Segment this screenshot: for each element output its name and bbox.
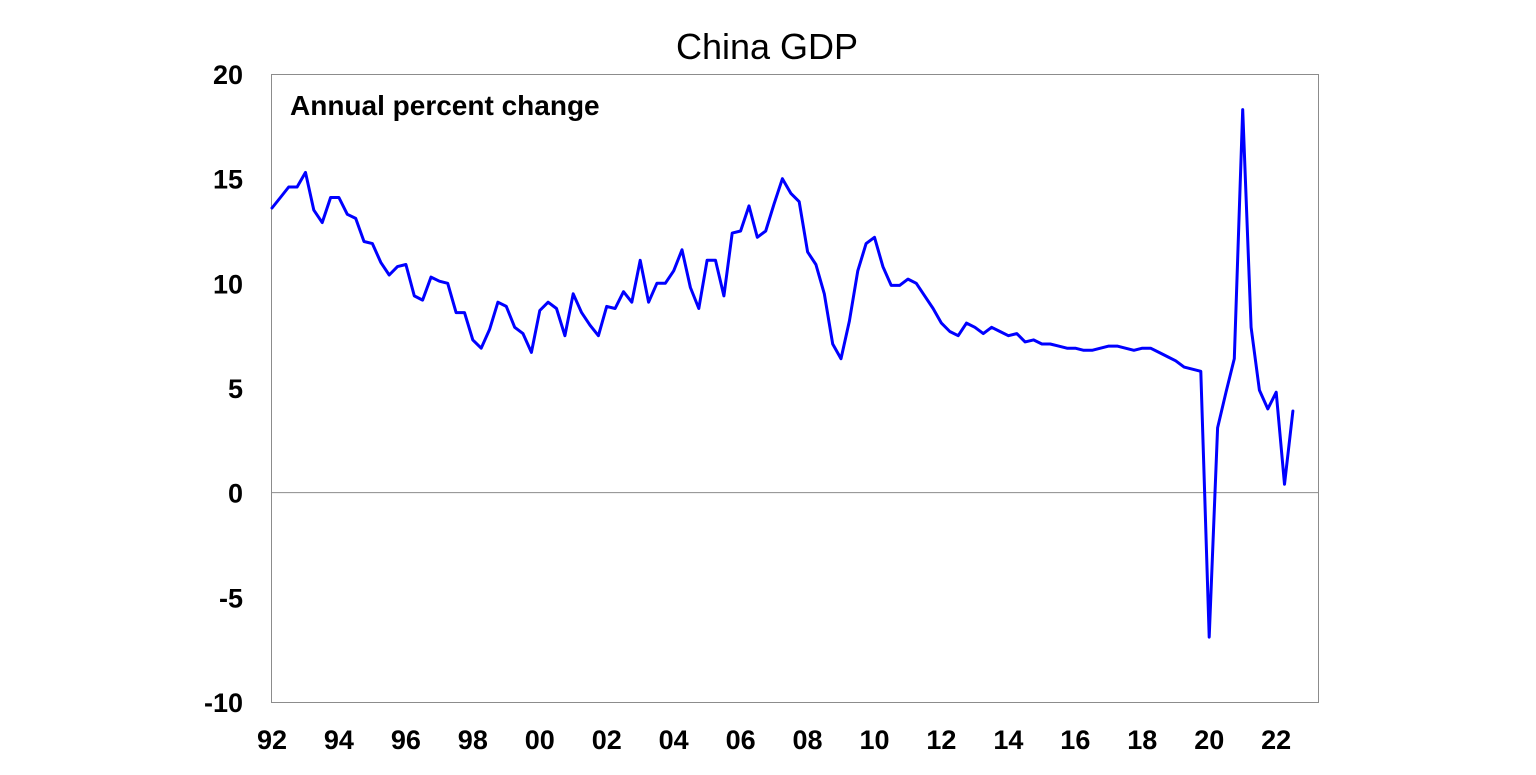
x-tick-label: 00: [525, 725, 555, 755]
x-tick-label: 92: [257, 725, 287, 755]
x-tick-label: 10: [859, 725, 889, 755]
x-tick-label: 98: [458, 725, 488, 755]
y-tick-label: 0: [228, 479, 243, 509]
x-tick-label: 22: [1261, 725, 1291, 755]
x-tick-label: 08: [793, 725, 823, 755]
series-line: [270, 108, 1295, 639]
chart-subtitle: Annual percent change: [290, 90, 600, 121]
x-axis: 92 94 96 98 00 02 04 06 08 10 12 14 16 18 20 22: [257, 725, 1291, 755]
x-tick-label: 18: [1127, 725, 1157, 755]
x-tick-label: 12: [926, 725, 956, 755]
x-tick-label: 06: [726, 725, 756, 755]
x-tick-label: 04: [659, 725, 689, 755]
y-axis: 20 15 10 5 0 -5 -10: [204, 60, 243, 718]
y-tick-label: 5: [228, 374, 243, 404]
x-tick-label: 16: [1060, 725, 1090, 755]
x-tick-label: 96: [391, 725, 421, 755]
x-tick-label: 94: [324, 725, 354, 755]
x-tick-label: 20: [1194, 725, 1224, 755]
chart-title: China GDP: [676, 26, 858, 67]
x-tick-label: 02: [592, 725, 622, 755]
y-tick-label: 10: [213, 269, 243, 299]
y-tick-label: 20: [213, 60, 243, 90]
y-tick-label: -10: [204, 688, 243, 718]
plot-area: [271, 74, 1319, 703]
x-tick-label: 14: [993, 725, 1023, 755]
y-tick-label: -5: [219, 583, 243, 613]
y-tick-label: 15: [213, 165, 243, 195]
